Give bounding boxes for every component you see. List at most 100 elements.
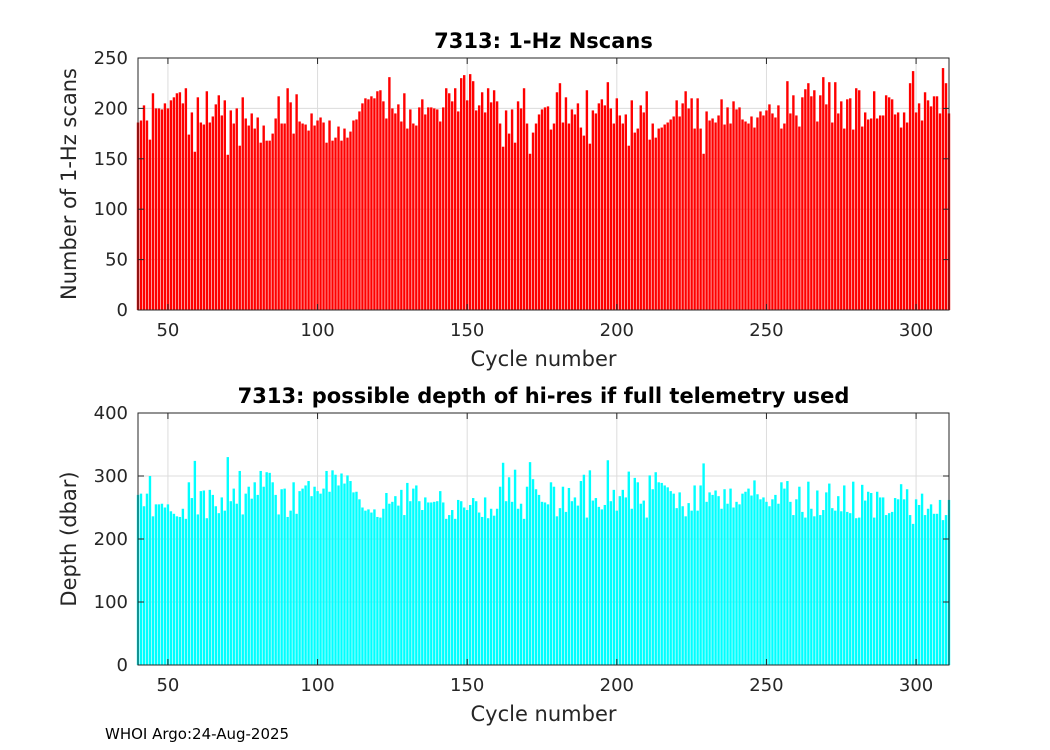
bar	[501, 146, 505, 310]
bar	[651, 489, 654, 665]
bar	[352, 492, 355, 665]
bar	[852, 481, 855, 665]
bar	[768, 506, 771, 665]
bar	[612, 123, 616, 311]
y-tick-label: 50	[105, 250, 128, 271]
bar	[678, 492, 681, 665]
x-tick-label: 50	[156, 675, 179, 696]
bar	[334, 137, 337, 310]
bar	[238, 145, 241, 310]
bar	[744, 491, 747, 665]
bar	[543, 502, 547, 665]
bar	[816, 121, 819, 310]
bar	[887, 97, 891, 310]
bar	[720, 99, 723, 310]
bar	[630, 100, 633, 310]
bar	[771, 499, 774, 665]
bar	[920, 120, 924, 310]
bar	[151, 93, 155, 310]
bar	[415, 125, 418, 310]
bar	[618, 496, 622, 665]
bar	[902, 499, 906, 665]
bar	[756, 117, 759, 310]
bar	[175, 516, 179, 665]
bar	[235, 503, 238, 665]
y-tick-label: 100	[94, 592, 128, 613]
bar	[702, 153, 705, 310]
bar	[699, 485, 702, 665]
bar	[747, 488, 750, 665]
chart-panel-1: 50 100 150 200 250 300 0 50 100 150 200 250 7313: 1-…	[57, 29, 951, 371]
bar	[373, 509, 376, 665]
bar	[412, 488, 415, 665]
bar	[406, 482, 409, 665]
bar	[663, 485, 666, 665]
bar	[181, 103, 185, 310]
bar	[394, 113, 397, 310]
bar	[501, 462, 505, 665]
bar	[843, 128, 846, 310]
bar	[711, 118, 714, 310]
x-tick-label: 100	[300, 320, 334, 341]
bar	[869, 118, 873, 310]
bar	[681, 506, 684, 665]
bar	[477, 512, 481, 665]
bar	[804, 517, 807, 665]
bar	[935, 96, 939, 310]
bar	[436, 109, 439, 311]
bar	[217, 95, 220, 311]
bar	[540, 109, 544, 311]
bar	[834, 82, 837, 310]
bar	[196, 97, 200, 310]
bar	[418, 107, 421, 310]
bar	[944, 515, 948, 665]
bar	[163, 507, 167, 665]
bar	[355, 491, 358, 665]
bar	[465, 510, 469, 665]
bar	[872, 517, 876, 665]
bar	[759, 111, 762, 310]
bar	[765, 501, 768, 665]
bar	[217, 513, 220, 665]
bar	[786, 81, 789, 311]
bar	[223, 510, 226, 665]
bar	[567, 123, 571, 311]
bar	[660, 127, 663, 310]
bar	[905, 122, 909, 311]
bar	[864, 112, 867, 310]
bar	[594, 113, 598, 310]
bar	[597, 506, 601, 665]
bar	[310, 113, 313, 310]
bar	[621, 123, 625, 311]
bar	[558, 508, 562, 665]
bar	[343, 483, 346, 665]
bar	[861, 484, 864, 665]
bar	[696, 510, 699, 665]
bar	[591, 500, 595, 665]
bar	[693, 485, 696, 665]
bar	[564, 97, 568, 310]
bar	[385, 118, 388, 310]
bar	[340, 473, 343, 665]
bar	[801, 511, 804, 665]
bar	[576, 103, 580, 310]
bar	[780, 482, 783, 665]
chart-panel-2: 50 100 150 200 250 300 0 100 200 300 400 7313: poss…	[57, 384, 951, 726]
x-tick-label: 250	[749, 320, 783, 341]
bar	[232, 488, 235, 665]
bar	[301, 123, 304, 311]
x-tick-label: 150	[450, 320, 484, 341]
bar	[582, 135, 586, 310]
bar	[436, 501, 439, 665]
bar	[537, 114, 541, 310]
bar	[286, 88, 289, 311]
bar	[145, 493, 149, 665]
bar	[564, 511, 568, 665]
bar	[468, 74, 472, 311]
y-axis-label: Depth (dbar)	[57, 471, 81, 606]
bar	[525, 123, 529, 311]
bar	[837, 496, 840, 665]
bar	[624, 114, 627, 310]
bar	[214, 506, 218, 665]
bar	[585, 517, 589, 665]
